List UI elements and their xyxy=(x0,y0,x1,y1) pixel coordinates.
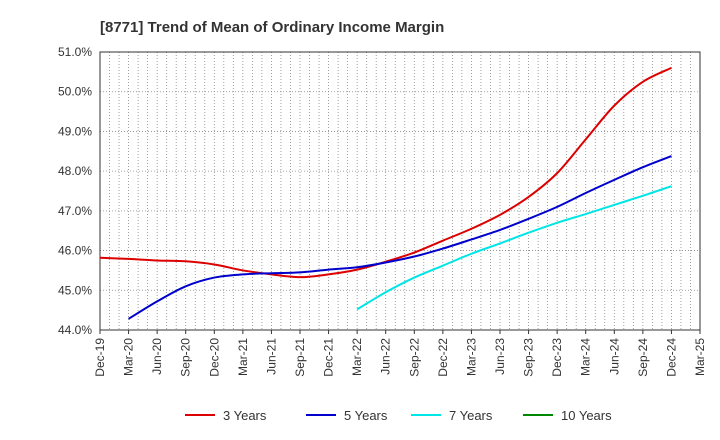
legend-label: 3 Years xyxy=(223,408,267,423)
y-tick-label: 49.0% xyxy=(58,124,92,138)
x-tick-label: Mar-20 xyxy=(122,338,136,376)
x-tick-label: Jun-22 xyxy=(379,338,393,375)
series-line-5-years xyxy=(128,155,672,320)
plot-area xyxy=(99,51,701,331)
legend: 3 Years 5 Years 7 Years 10 Years xyxy=(185,408,612,423)
y-tick-label: 50.0% xyxy=(58,85,92,99)
y-tick-label: 47.0% xyxy=(58,204,92,218)
chart-title: [8771] Trend of Mean of Ordinary Income … xyxy=(100,19,444,36)
x-tick-label: Jun-20 xyxy=(150,338,164,375)
grid-lines xyxy=(100,52,700,330)
x-tick-label: Sep-20 xyxy=(179,338,193,377)
y-tick-label: 48.0% xyxy=(58,164,92,178)
x-tick-label: Mar-22 xyxy=(350,338,364,376)
y-tick-label: 45.0% xyxy=(58,283,92,297)
legend-label: 5 Years xyxy=(344,408,388,423)
x-tick-label: Dec-23 xyxy=(550,338,564,377)
x-tick-label: Jun-23 xyxy=(493,338,507,375)
x-tick-label: Mar-25 xyxy=(693,338,707,376)
legend-label: 7 Years xyxy=(449,408,493,423)
x-tick-label: Sep-24 xyxy=(636,338,650,377)
legend-label: 10 Years xyxy=(561,408,612,423)
x-axis: Dec-19 Mar-20 Jun-20 Sep-20 Dec-20 Mar-21 Jun-… xyxy=(93,330,707,377)
x-tick-label: Jun-24 xyxy=(607,338,621,375)
y-tick-label: 44.0% xyxy=(58,323,92,337)
x-tick-label: Sep-21 xyxy=(293,338,307,377)
x-tick-label: Mar-23 xyxy=(464,338,478,376)
y-tick-label: 46.0% xyxy=(58,244,92,258)
x-tick-label: Dec-24 xyxy=(664,338,678,377)
y-axis: 44.0% 45.0% 46.0% 47.0% 48.0% 49.0% 50.0% 51.0% xyxy=(58,45,92,337)
x-tick-label: Sep-23 xyxy=(522,338,536,377)
series-lines xyxy=(99,66,672,320)
x-tick-label: Dec-19 xyxy=(93,338,107,377)
x-tick-label: Mar-21 xyxy=(236,338,250,376)
x-tick-label: Jun-21 xyxy=(264,338,278,375)
x-tick-label: Mar-24 xyxy=(579,338,593,376)
y-tick-label: 51.0% xyxy=(58,45,92,59)
x-tick-label: Dec-22 xyxy=(436,338,450,377)
x-tick-label: Dec-20 xyxy=(207,338,221,377)
series-line-7-years xyxy=(356,185,672,311)
x-tick-label: Sep-22 xyxy=(407,338,421,377)
x-tick-label: Dec-21 xyxy=(322,338,336,377)
